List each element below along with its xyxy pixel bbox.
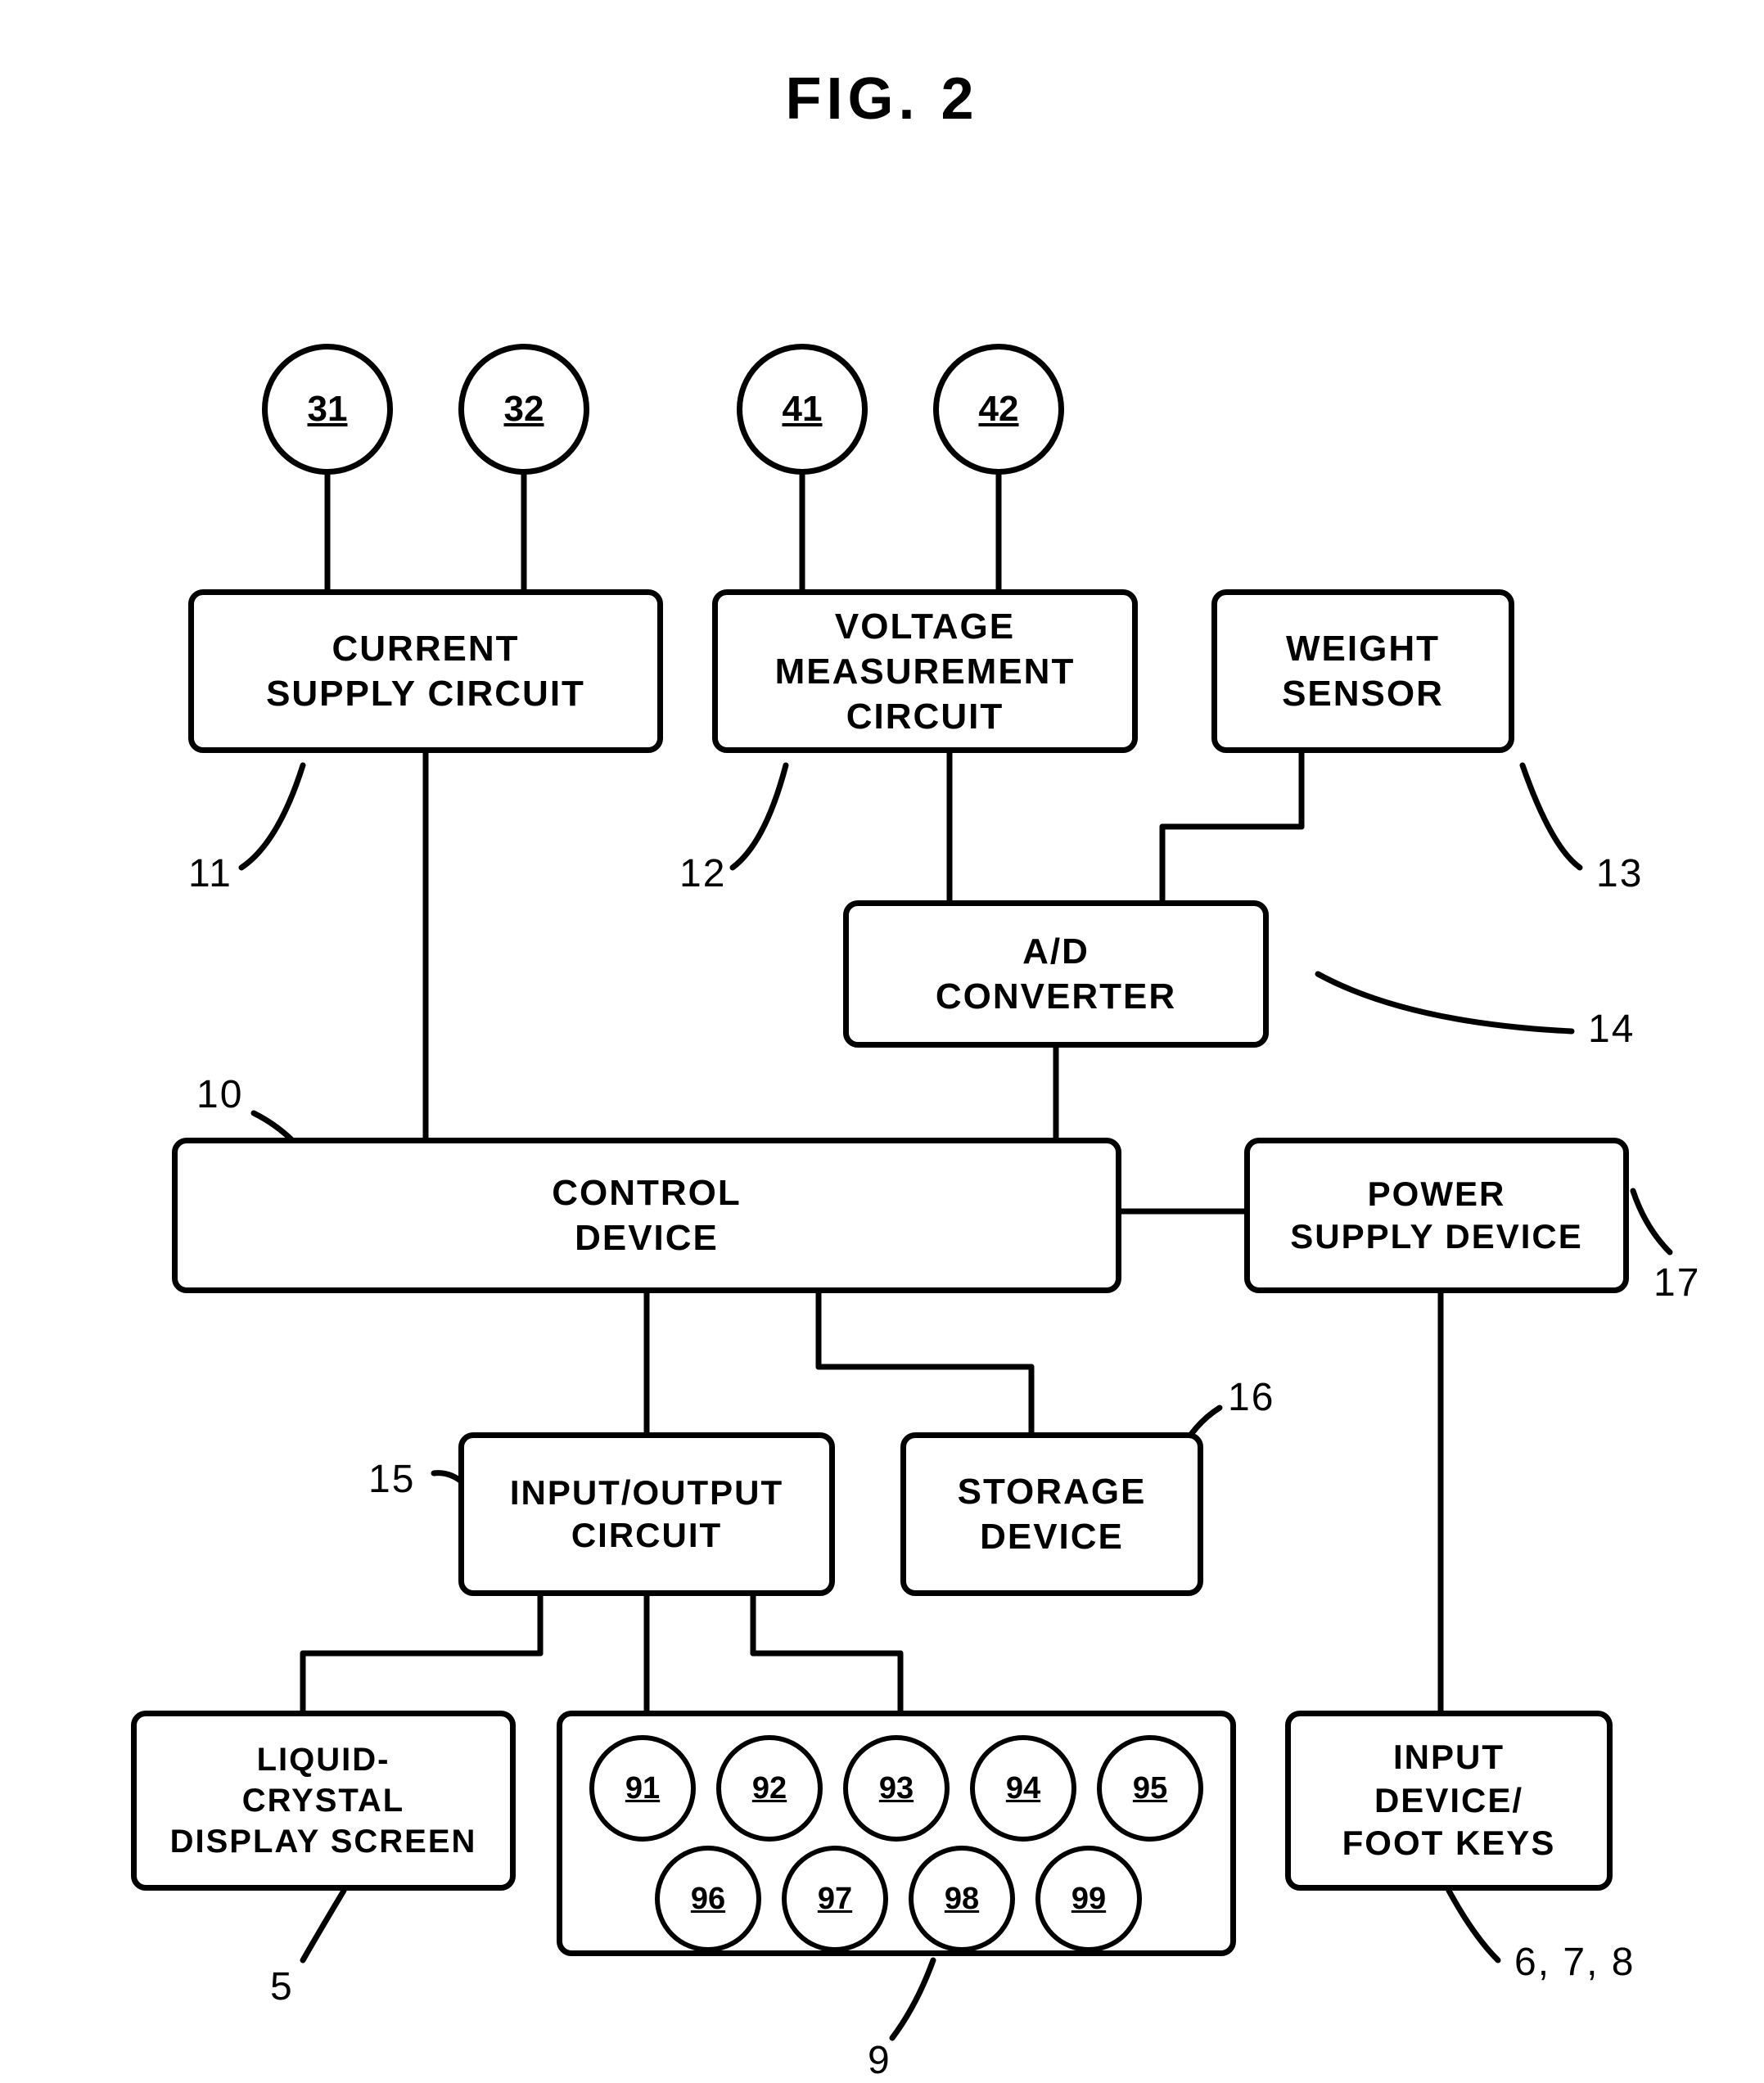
current-supply-circuit-box: CURRENT SUPPLY CIRCUIT xyxy=(188,589,663,753)
key-98: 98 xyxy=(909,1846,1015,1952)
power-supply-device-box: POWER SUPPLY DEVICE xyxy=(1244,1138,1629,1293)
ref-6-7-8: 6, 7, 8 xyxy=(1514,1940,1635,1985)
electrode-41: 41 xyxy=(737,344,868,475)
ref-13: 13 xyxy=(1596,851,1643,896)
electrode-42: 42 xyxy=(933,344,1064,475)
weight-sensor-box: WEIGHT SENSOR xyxy=(1211,589,1514,753)
key-96: 96 xyxy=(655,1846,761,1952)
key-95: 95 xyxy=(1097,1735,1203,1842)
key-97: 97 xyxy=(782,1846,888,1952)
key-91: 91 xyxy=(589,1735,696,1842)
voltage-measurement-circuit-box: VOLTAGE MEASUREMENT CIRCUIT xyxy=(712,589,1138,753)
input-footkeys-box: INPUT DEVICE/ FOOT KEYS xyxy=(1285,1711,1613,1891)
ref-15: 15 xyxy=(368,1457,415,1502)
diagram-canvas: FIG. 2 xyxy=(0,0,1764,2067)
key-94: 94 xyxy=(970,1735,1076,1842)
key-93: 93 xyxy=(843,1735,950,1842)
figure-title: FIG. 2 xyxy=(0,65,1764,133)
ref-17: 17 xyxy=(1653,1260,1700,1305)
control-device-box: CONTROL DEVICE xyxy=(172,1138,1121,1293)
key-92: 92 xyxy=(716,1735,823,1842)
ref-9: 9 xyxy=(868,2038,891,2083)
ref-5: 5 xyxy=(270,1964,294,2009)
storage-device-box: STORAGE DEVICE xyxy=(900,1432,1203,1596)
ref-16: 16 xyxy=(1228,1375,1275,1420)
key-99: 99 xyxy=(1035,1846,1142,1952)
ref-12: 12 xyxy=(679,851,726,896)
lcd-screen-box: LIQUID- CRYSTAL DISPLAY SCREEN xyxy=(131,1711,516,1891)
electrode-32: 32 xyxy=(458,344,589,475)
ref-10: 10 xyxy=(196,1072,243,1117)
ref-14: 14 xyxy=(1588,1007,1635,1052)
ref-11: 11 xyxy=(188,851,232,896)
io-circuit-box: INPUT/OUTPUT CIRCUIT xyxy=(458,1432,835,1596)
electrode-31: 31 xyxy=(262,344,393,475)
ad-converter-box: A/D CONVERTER xyxy=(843,900,1269,1048)
